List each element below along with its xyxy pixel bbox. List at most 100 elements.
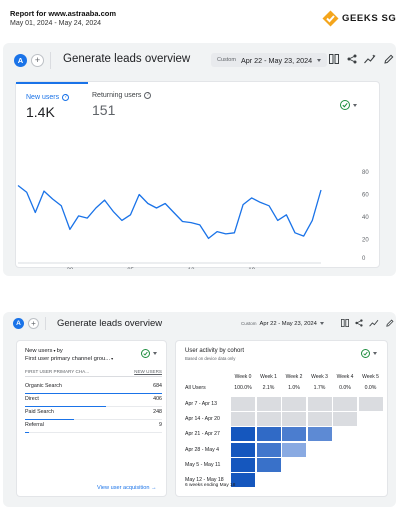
- avatar[interactable]: A: [14, 54, 27, 67]
- column-header-new-users[interactable]: NEW USERS: [134, 369, 162, 374]
- cohort-cell[interactable]: [307, 427, 332, 442]
- share-icon[interactable]: [354, 318, 364, 328]
- compare-icon[interactable]: [328, 53, 340, 65]
- cohort-week-header: Week 1: [260, 374, 277, 380]
- row-divider: [25, 419, 162, 420]
- cohort-cell[interactable]: [256, 442, 281, 457]
- cohort-all-users-value: 2.1%: [262, 385, 275, 391]
- date-range-label: Custom: [217, 57, 236, 63]
- cohort-cell[interactable]: [282, 442, 306, 457]
- cohort-week-header: Week 2: [285, 374, 303, 380]
- divider: [45, 317, 46, 330]
- dimension-label: First user primary channel grou...: [25, 356, 111, 362]
- overview-panel-bottom: A + Generate leads overview Custom Apr 2…: [3, 312, 396, 507]
- view-user-acquisition-link[interactable]: View user acquisition →: [97, 485, 157, 491]
- cohort-cell[interactable]: [307, 397, 332, 411]
- table-row[interactable]: Paid Search 248: [25, 407, 162, 420]
- cohort-cell[interactable]: [358, 397, 383, 411]
- check-icon: [361, 349, 370, 358]
- check-icon: [141, 349, 150, 358]
- cohort-cell[interactable]: [256, 412, 281, 427]
- cohort-cell[interactable]: [231, 427, 255, 442]
- cohort-cell[interactable]: [256, 427, 281, 442]
- by-label: by: [56, 348, 63, 354]
- cohort-cell[interactable]: [231, 412, 255, 427]
- date-range-picker[interactable]: Custom Apr 22 - May 23, 2024: [239, 318, 326, 329]
- cohort-subtitle: Based on device data only: [185, 356, 236, 361]
- brand-logo: GEEKS SG: [322, 9, 396, 27]
- add-comparison-button[interactable]: +: [31, 54, 44, 67]
- column-header-dimension[interactable]: FIRST USER PRIMARY CHA...: [25, 369, 90, 374]
- cohort-week-header: Week 5: [362, 374, 379, 380]
- row-label: Referral: [25, 422, 44, 428]
- cohort-all-users-value: 0.0%: [339, 385, 351, 391]
- row-share-bar: [25, 431, 30, 433]
- arrow-right-icon: →: [149, 485, 157, 491]
- cohort-cell[interactable]: [282, 427, 306, 442]
- cohort-cell[interactable]: [282, 397, 306, 411]
- cohort-title: User activity by cohort: [185, 348, 245, 354]
- edit-icon[interactable]: [385, 318, 394, 328]
- data-quality-menu[interactable]: [141, 349, 157, 358]
- cohort-row-label: Apr 7 - Apr 13: [185, 401, 218, 407]
- row-value: 248: [153, 409, 162, 415]
- row-share-bar: [25, 405, 106, 407]
- page-title: Generate leads overview: [57, 318, 163, 329]
- metric-tab-new-users[interactable]: New users ? 1.4K: [16, 82, 88, 125]
- compare-icon[interactable]: [340, 318, 350, 328]
- cohort-cell[interactable]: [282, 412, 306, 427]
- row-value: 9: [159, 422, 162, 428]
- metric-label-wrap: Returning users ?: [92, 92, 192, 99]
- metric-selector[interactable]: New users: [25, 348, 53, 354]
- row-share-bar: [25, 392, 162, 394]
- row-value: 406: [153, 396, 162, 402]
- cohort-cell[interactable]: [256, 397, 281, 411]
- cohort-row-label: Apr 28 - May 4: [185, 446, 220, 453]
- cohort-cell[interactable]: [231, 397, 255, 411]
- date-range-picker[interactable]: Custom Apr 22 - May 23, 2024: [211, 53, 328, 67]
- table-row[interactable]: Referral 9: [25, 420, 162, 433]
- divider: [50, 52, 51, 69]
- table-row[interactable]: Organic Search 684: [25, 381, 162, 394]
- help-icon[interactable]: ?: [144, 92, 152, 99]
- cohort-cell[interactable]: [307, 412, 332, 427]
- users-chart-card: New users ? 1.4K Returning users ? 151 8…: [15, 81, 380, 269]
- cohort-all-users-value: 1.7%: [313, 385, 326, 391]
- x-tick-label: 19: [248, 268, 255, 269]
- metric-tab-returning-users[interactable]: Returning users ? 151: [92, 82, 192, 125]
- panel-toolbar: A + Generate leads overview Custom Apr 2…: [3, 312, 396, 344]
- metric-label-wrap: New users ?: [26, 94, 88, 101]
- cohort-cell[interactable]: [333, 397, 357, 411]
- x-tick-label: 28: [67, 268, 74, 269]
- geeks-logo-icon: [322, 10, 339, 26]
- help-icon[interactable]: ?: [62, 94, 70, 101]
- chevron-down-icon: [319, 322, 324, 325]
- dimension-selector[interactable]: First user primary channel grou... ▾: [25, 356, 113, 362]
- table-row[interactable]: Direct 406: [25, 394, 162, 407]
- date-range-label: Custom: [241, 321, 257, 326]
- cohort-cell[interactable]: [231, 473, 255, 487]
- data-quality-menu[interactable]: [361, 349, 377, 358]
- share-icon[interactable]: [346, 53, 358, 65]
- data-quality-menu[interactable]: [340, 100, 357, 110]
- cohort-cell[interactable]: [231, 442, 255, 457]
- series-line-new-users[interactable]: [17, 184, 322, 240]
- cohort-cell[interactable]: [231, 457, 255, 472]
- insights-icon[interactable]: [363, 53, 376, 65]
- edit-icon[interactable]: [383, 53, 394, 65]
- row-value: 684: [153, 383, 162, 389]
- cohort-cell[interactable]: [256, 457, 281, 472]
- cohort-all-users-value: 0.0%: [364, 385, 377, 391]
- insights-icon[interactable]: [369, 318, 379, 328]
- cohort-cell[interactable]: [333, 412, 357, 427]
- cohort-all-users-label: All Users: [185, 385, 206, 391]
- cohort-all-users-value: 1.0%: [288, 385, 300, 391]
- table-header: FIRST USER PRIMARY CHA... NEW USERS: [25, 369, 162, 377]
- y-tick-label: 40: [362, 215, 369, 221]
- metric-label: New users: [26, 94, 60, 101]
- overview-panel-top: A + Generate leads overview Custom Apr 2…: [3, 43, 396, 276]
- add-comparison-button[interactable]: +: [28, 318, 39, 329]
- avatar[interactable]: A: [13, 318, 24, 329]
- report-title: Report for www.astraaba.com: [10, 9, 116, 18]
- user-acquisition-card: New users ▾ by First user primary channe…: [16, 340, 167, 497]
